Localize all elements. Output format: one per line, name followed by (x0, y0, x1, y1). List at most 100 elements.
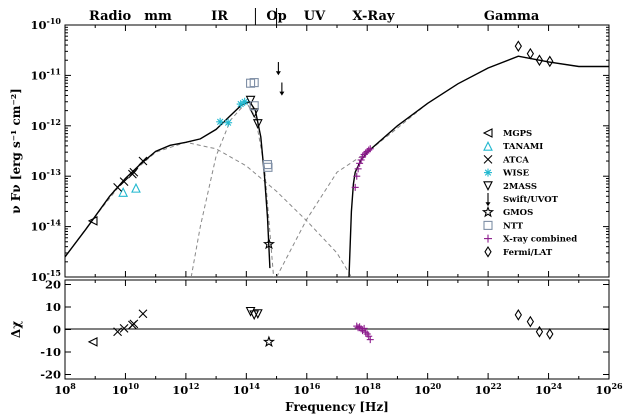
residual-point-diamond (526, 315, 535, 328)
data-point-x (119, 177, 129, 187)
residual-axis-label: Δχ (9, 321, 23, 338)
residual-point-plus (362, 328, 370, 336)
sed-model-curves (65, 55, 609, 277)
x-tick-label: 1018 (354, 381, 382, 397)
x-tick-label: 1026 (595, 381, 623, 397)
axis-labels: Frequency [Hz] ν Fν [erg s⁻¹ cm⁻²] Δχ (9, 88, 389, 414)
data-point-triangle-left (87, 215, 98, 226)
band-labels: Radio mm IR Op UV X-Ray Gamma (89, 8, 540, 25)
legend-label: X-ray combined (503, 235, 577, 245)
model-total-low (65, 100, 271, 269)
data-point-triangle-down (245, 95, 256, 106)
data-point-plus (365, 146, 373, 154)
legend-label: MGPS (503, 129, 532, 139)
x-tick-label: 1014 (233, 381, 261, 397)
y-tick-label: 10 (45, 300, 61, 314)
x-tick-label: 1024 (535, 381, 563, 397)
legend-marker-triangle-left (482, 128, 493, 138)
residual-point-plus (365, 332, 373, 340)
x-tick-label: 1012 (172, 381, 199, 397)
x-tick-label: 1016 (293, 381, 321, 397)
y-tick-label: -10 (40, 345, 61, 359)
y-tick-label: 0 (53, 323, 61, 337)
x-tick-label: 1010 (112, 381, 140, 397)
x-tick-label: 1020 (414, 381, 442, 397)
model-total-high (348, 55, 609, 277)
data-point-plus (357, 156, 365, 164)
data-point-square (249, 101, 259, 111)
data-point-plus (360, 150, 368, 158)
residual-point-triangle-down (252, 309, 263, 319)
data-point-star (262, 237, 276, 250)
y-axis-label: ν Fν [erg s⁻¹ cm⁻²] (9, 88, 23, 214)
model-component-thermal (190, 101, 275, 277)
band-label: IR (211, 9, 228, 24)
band-label: Gamma (484, 9, 540, 24)
legend-marker-star (481, 205, 495, 218)
data-point-triangle-down (252, 119, 263, 129)
residual-point-x (119, 323, 129, 333)
y-tick-label: 10-13 (31, 167, 62, 183)
x-axis-label: Frequency [Hz] (285, 400, 389, 414)
residual-point-diamond (546, 328, 554, 340)
legend-marker-plus (484, 234, 492, 243)
legend-label: 2MASS (503, 182, 537, 192)
residual-point-star (262, 335, 276, 348)
band-label: mm (144, 9, 172, 24)
data-point-arrow-down (279, 82, 285, 96)
residual-point-diamond (514, 309, 522, 321)
x-tick-label: 108 (54, 381, 76, 397)
data-point-triangle-up (131, 182, 141, 193)
legend-marker-triangle-up (483, 140, 493, 151)
residual-point-x (138, 309, 148, 319)
legend-label: NTT (503, 221, 524, 231)
legend-marker-asterisk (484, 168, 492, 177)
residual-point-triangle-left (87, 336, 98, 347)
data-point-x (129, 167, 139, 177)
y-tick-label: 20 (45, 278, 61, 292)
legend: MGPS TANAMI ATCA WISE 2MASS Swift/UVOT GMOS NTT… (481, 128, 577, 258)
data-point-plus (366, 145, 374, 153)
data-point-diamond (546, 55, 554, 68)
residual-point-x (113, 327, 122, 337)
residual-point-x (129, 319, 139, 329)
legend-marker-triangle-down (483, 181, 493, 192)
residual-point-diamond (535, 325, 544, 338)
data-point-arrow-down (275, 62, 281, 76)
data-point-diamond (514, 40, 522, 53)
x-tick-label: 1022 (475, 381, 502, 397)
residual-panel: 108 1010 1012 1014 1016 1018 1020 1022 1024 1026 2… (40, 278, 623, 398)
y-tick-label: 10-14 (31, 218, 62, 234)
sed-data-points (87, 40, 554, 250)
residual-point-plus (354, 324, 362, 332)
data-point-diamond (535, 54, 544, 67)
data-point-triangle-down (249, 108, 260, 119)
legend-marker-x (483, 155, 493, 164)
band-label: X-Ray (352, 9, 395, 24)
legend-label: TANAMI (503, 142, 543, 152)
legend-label: ATCA (502, 155, 529, 165)
data-point-diamond (526, 47, 535, 60)
residual-point-plus (360, 324, 368, 332)
data-point-plus (353, 172, 361, 180)
legend-label: GMOS (503, 208, 533, 218)
residual-points (87, 306, 554, 348)
band-label: UV (304, 9, 326, 24)
data-point-asterisk (224, 118, 233, 127)
data-point-x (138, 156, 148, 166)
legend-marker-arrow-down (485, 193, 491, 207)
data-point-plus (354, 165, 362, 173)
band-label: Radio (89, 9, 132, 24)
legend-label: Fermi/LAT (503, 248, 553, 258)
data-point-plus (351, 183, 359, 191)
data-point-asterisk (216, 117, 225, 126)
residual-point-triangle-down (245, 306, 256, 317)
data-point-square (249, 78, 259, 88)
model-component-synchrotron (65, 141, 352, 277)
y-tick-label: 10-12 (31, 117, 61, 133)
legend-marker-diamond (484, 245, 492, 258)
legend-marker-square (483, 220, 493, 230)
residual-point-plus (366, 336, 374, 344)
